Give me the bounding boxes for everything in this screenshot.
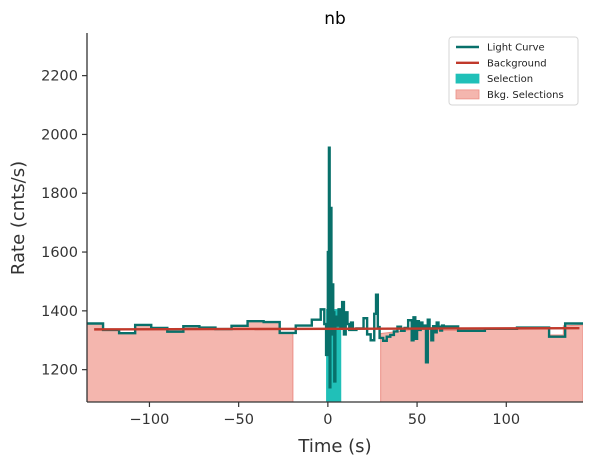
legend-label: Background — [487, 58, 547, 69]
legend-box — [448, 36, 579, 106]
legend: Light Curve Background Selection Bkg. Selec… — [448, 36, 579, 106]
background-line — [94, 327, 580, 331]
y-tick-label: 1600 — [41, 245, 78, 261]
y-tick-label: 2000 — [41, 127, 78, 143]
x-tick-label: 100 — [492, 412, 520, 428]
axes: −100 −50 0 50 100 1200 1400 1600 1800 2000 2200 — [41, 33, 583, 428]
y-tick-label: 1200 — [41, 363, 78, 379]
legend-label: Selection — [487, 74, 533, 85]
plot-content — [87, 146, 583, 402]
bkg-selection-region-1 — [87, 320, 294, 402]
y-axis-label: Rate (cnts/s) — [8, 161, 29, 275]
plot-area — [87, 146, 583, 402]
legend-patch-swatch — [455, 89, 480, 100]
x-tick-label: −100 — [130, 412, 170, 428]
y-tick-label: 1400 — [41, 304, 78, 320]
legend-label: Light Curve — [487, 43, 545, 54]
x-tick-label: −50 — [223, 412, 254, 428]
y-tick-label: 2200 — [41, 69, 78, 85]
x-tick-label: 0 — [323, 412, 332, 428]
chart-title: nb — [324, 9, 346, 29]
legend-label: Bkg. Selections — [487, 90, 564, 101]
x-axis-label: Time (s) — [297, 436, 371, 457]
x-tick-label: 50 — [408, 412, 426, 428]
legend-patch-swatch — [455, 73, 480, 84]
y-tick-label: 1800 — [41, 186, 78, 202]
